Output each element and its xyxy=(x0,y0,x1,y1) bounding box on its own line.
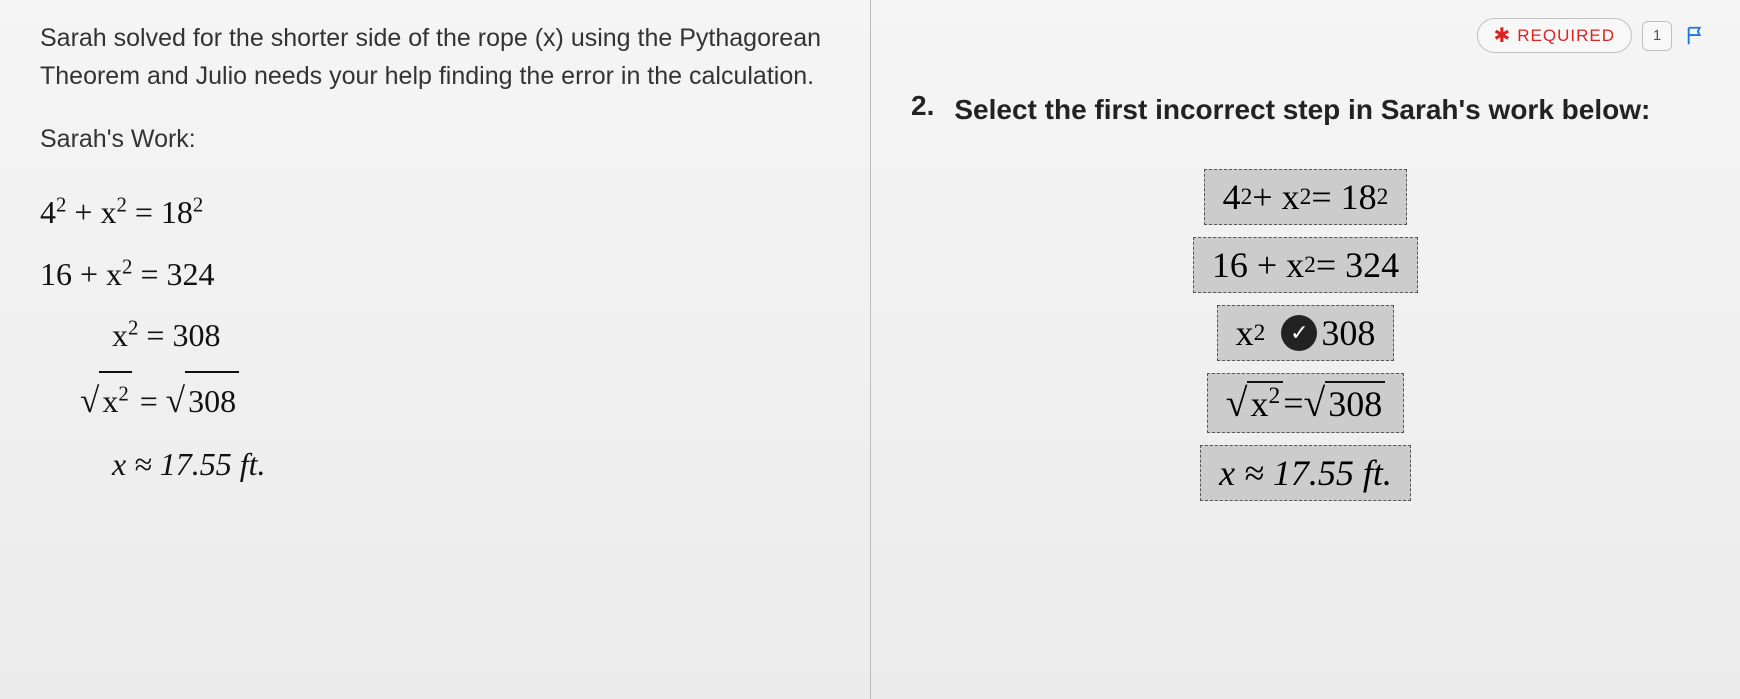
work-step-5: x ≈ 17.55 ft. xyxy=(40,436,830,494)
option-step-3[interactable]: x2 ✓ 308 xyxy=(1217,305,1395,361)
option-step-2[interactable]: 16 + x2 = 324 xyxy=(1193,237,1418,293)
work-step-1: 42 + x2 = 182 xyxy=(40,184,830,242)
work-step-3: x2 = 308 xyxy=(40,307,830,365)
answer-count-badge: 1 xyxy=(1642,21,1672,51)
question-number: 2. xyxy=(911,90,934,129)
main-container: Sarah solved for the shorter side of the… xyxy=(0,0,1740,699)
option-step-4[interactable]: x2 = 308 xyxy=(1207,373,1404,433)
asterisk-icon: ✱ xyxy=(1494,23,1512,48)
question-panel: ✱ REQUIRED 1 2. Select the first incorre… xyxy=(870,0,1740,699)
sarahs-work: 42 + x2 = 182 16 + x2 = 324 x2 = 308 x2 … xyxy=(40,184,830,494)
option-step-1[interactable]: 42 + x2 = 182 xyxy=(1204,169,1408,225)
work-step-4: x2 = 308 xyxy=(40,369,830,432)
problem-panel: Sarah solved for the shorter side of the… xyxy=(0,0,870,699)
work-step-2: 16 + x2 = 324 xyxy=(40,246,830,304)
answer-options: 42 + x2 = 182 16 + x2 = 324 x2 ✓ 308 x2 … xyxy=(911,169,1700,501)
question-text: Select the first incorrect step in Sarah… xyxy=(954,90,1650,129)
flag-icon[interactable] xyxy=(1682,22,1710,50)
top-badges: ✱ REQUIRED 1 xyxy=(1477,18,1711,53)
intro-text: Sarah solved for the shorter side of the… xyxy=(40,20,830,95)
question-row: 2. Select the first incorrect step in Sa… xyxy=(911,90,1700,129)
required-badge: ✱ REQUIRED xyxy=(1477,18,1633,53)
option-step-5[interactable]: x ≈ 17.55 ft. xyxy=(1200,445,1411,501)
check-icon: ✓ xyxy=(1281,315,1317,351)
work-label: Sarah's Work: xyxy=(40,125,830,154)
